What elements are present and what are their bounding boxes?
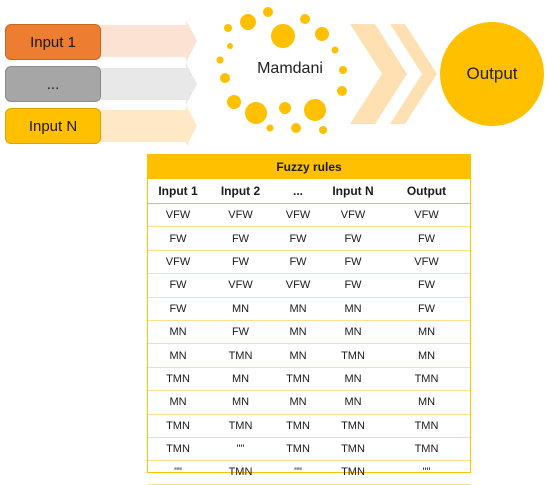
table-cell: VFW	[273, 273, 323, 298]
table-cell: TMN	[208, 460, 273, 485]
fuzzy-rules-title: Fuzzy rules	[148, 155, 470, 179]
table-row: TMN TMN TMN TMN TMN	[148, 414, 470, 438]
table-cell: TMN	[273, 367, 323, 392]
input-ellipsis-label: ...	[46, 75, 60, 93]
header-output: Output	[383, 179, 470, 204]
mamdani-flow-diagram	[100, 7, 437, 145]
table-cell: TMN	[148, 437, 208, 462]
table-cell: TMN	[383, 437, 470, 462]
header-ellipsis: ...	[273, 179, 323, 204]
table-row: MN FW MN MN MN	[148, 320, 470, 345]
table-cell: FW	[323, 273, 383, 298]
table-cell: FW	[323, 250, 383, 275]
table-cell: TMN	[273, 437, 323, 462]
mamdani-circles	[216, 7, 347, 134]
input-dots-arrow	[100, 63, 197, 105]
input-1-box: Input 1	[5, 24, 101, 60]
table-cell: MN	[273, 343, 323, 368]
table-cell: MN	[208, 297, 273, 321]
table-cell: MN	[383, 343, 470, 368]
input-1-arrow	[100, 20, 197, 62]
chevron-1	[350, 24, 407, 124]
table-cell: MN	[323, 390, 383, 415]
table-header-row: Input 1 Input 2 ... Input N Output	[148, 179, 470, 204]
rules-table-body: VFW VFW VFW VFW VFW FW FW FW FW FW VFW FW FW FW VFW FW V…	[148, 203, 470, 485]
table-row: "" TMN "" TMN ""	[148, 460, 470, 485]
table-row: MN TMN MN TMN MN	[148, 343, 470, 368]
input-1-label: Input 1	[30, 33, 76, 51]
table-cell: TMN	[208, 343, 273, 368]
table-cell: VFW	[148, 203, 208, 228]
table-cell: MN	[148, 343, 208, 368]
table-cell: FW	[148, 226, 208, 251]
chevron-2	[390, 24, 437, 124]
table-cell: VFW	[273, 203, 323, 228]
table-row: VFW VFW VFW VFW VFW	[148, 203, 470, 228]
table-cell: TMN	[323, 343, 383, 368]
table-cell: MN	[273, 390, 323, 415]
table-cell: FW	[383, 297, 470, 321]
table-cell: MN	[148, 320, 208, 345]
table-cell: FW	[208, 320, 273, 345]
table-cell: FW	[148, 273, 208, 298]
table-cell: TMN	[383, 367, 470, 392]
table-cell: FW	[208, 250, 273, 275]
table-cell: MN	[383, 320, 470, 345]
table-cell: MN	[323, 297, 383, 321]
input-n-arrow	[100, 105, 197, 145]
table-cell: TMN	[383, 414, 470, 438]
table-cell: FW	[148, 297, 208, 321]
table-cell: ""	[383, 460, 470, 485]
header-input-2: Input 2	[208, 179, 273, 204]
table-cell: ""	[148, 460, 208, 485]
table-cell: TMN	[208, 414, 273, 438]
table-cell: VFW	[383, 250, 470, 275]
input-ellipsis-box: ...	[5, 66, 101, 102]
table-row: FW VFW VFW FW FW	[148, 273, 470, 298]
table-cell: TMN	[323, 414, 383, 438]
mamdani-label: Mamdani	[257, 60, 323, 77]
input-n-label: Input N	[28, 117, 78, 135]
table-cell: MN	[383, 390, 470, 415]
output-node: Output	[440, 22, 544, 126]
table-cell: FW	[208, 226, 273, 251]
table-cell: VFW	[148, 250, 208, 275]
input-n-box: Input N	[5, 108, 101, 144]
table-row: TMN MN TMN MN TMN	[148, 367, 470, 392]
table-row: MN MN MN MN MN	[148, 390, 470, 415]
header-input-1: Input 1	[148, 179, 208, 204]
table-cell: VFW	[208, 273, 273, 298]
fuzzy-rules-table: Fuzzy rules Input 1 Input 2 ... Input N …	[148, 155, 470, 485]
output-label: Output	[466, 64, 518, 83]
table-cell: TMN	[273, 414, 323, 438]
table-cell: MN	[323, 367, 383, 392]
table-cell: MN	[148, 390, 208, 415]
table-cell: VFW	[208, 203, 273, 228]
table-row: TMN "" TMN TMN TMN	[148, 437, 470, 462]
table-cell: TMN	[148, 367, 208, 392]
table-row: VFW FW FW FW VFW	[148, 250, 470, 275]
table-cell: ""	[273, 460, 323, 485]
table-cell: MN	[208, 390, 273, 415]
table-cell: TMN	[323, 437, 383, 462]
table-cell: MN	[323, 320, 383, 345]
table-cell: TMN	[323, 460, 383, 485]
table-cell: TMN	[148, 414, 208, 438]
table-cell: MN	[273, 320, 323, 345]
table-cell: VFW	[383, 203, 470, 228]
table-cell: VFW	[323, 203, 383, 228]
table-cell: FW	[273, 226, 323, 251]
table-cell: FW	[383, 226, 470, 251]
table-cell: FW	[323, 226, 383, 251]
table-row: FW FW FW FW FW	[148, 226, 470, 251]
table-cell: MN	[208, 367, 273, 392]
header-input-n: Input N	[323, 179, 383, 204]
table-cell: FW	[383, 273, 470, 298]
table-cell: ""	[208, 437, 273, 462]
table-cell: MN	[273, 297, 323, 321]
table-row: FW MN MN MN FW	[148, 297, 470, 321]
table-cell: FW	[273, 250, 323, 275]
